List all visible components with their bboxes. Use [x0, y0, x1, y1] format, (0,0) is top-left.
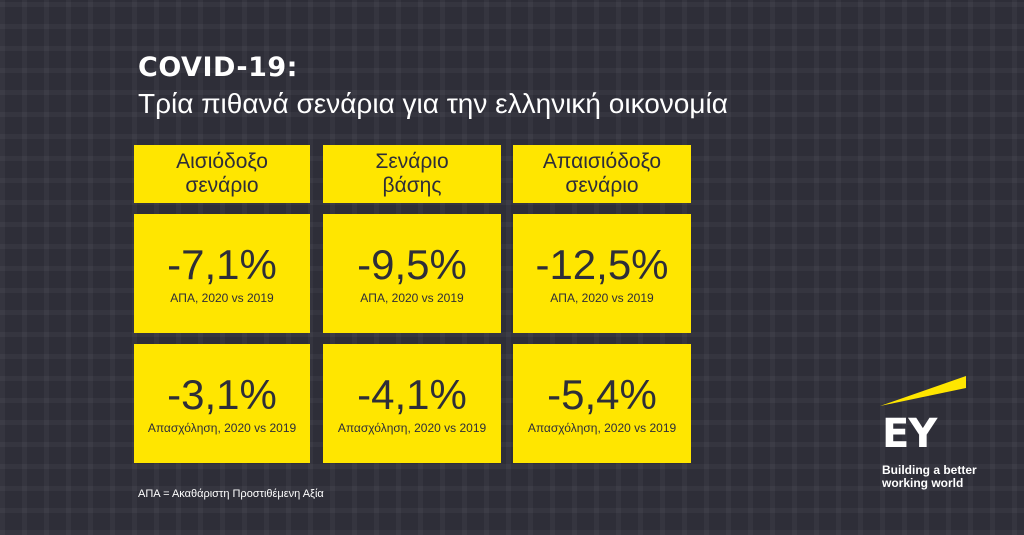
employment-label: Απασχόληση, 2020 vs 2019	[527, 420, 677, 435]
scenario-header-line1: Απαισιόδοξο	[542, 150, 662, 173]
employment-value: -4,1%	[357, 370, 467, 418]
scenario-header-line2: βάσης	[382, 174, 442, 197]
gdp-value: -9,5%	[357, 240, 467, 288]
scenario-header-line1: Σενάριο	[375, 150, 449, 173]
gdp-card-optimistic: -7,1% ΑΠΑ, 2020 vs 2019	[134, 214, 310, 333]
employment-value: -3,1%	[167, 370, 277, 418]
employment-card-optimistic: -3,1% Απασχόληση, 2020 vs 2019	[134, 344, 310, 463]
gdp-label: ΑΠΑ, 2020 vs 2019	[360, 290, 464, 305]
employment-label: Απασχόληση, 2020 vs 2019	[337, 420, 487, 435]
scenario-header-line1: Αισιόδοξο	[176, 150, 268, 173]
employment-label: Απασχόληση, 2020 vs 2019	[147, 420, 297, 435]
scenario-header-optimistic: Αισιόδοξο σενάριο	[134, 145, 310, 203]
scenario-header-base: Σενάριο βάσης	[323, 145, 501, 203]
gdp-value: -7,1%	[167, 240, 277, 288]
ey-logo: EY Building a better working world	[880, 376, 980, 496]
footnote: ΑΠΑ = Ακαθάριστη Προστιθέμενη Αξία	[138, 488, 324, 500]
employment-card-base: -4,1% Απασχόληση, 2020 vs 2019	[323, 344, 501, 463]
gdp-label: ΑΠΑ, 2020 vs 2019	[170, 290, 274, 305]
gdp-card-pessimistic: -12,5% ΑΠΑ, 2020 vs 2019	[513, 214, 691, 333]
employment-card-pessimistic: -5,4% Απασχόληση, 2020 vs 2019	[513, 344, 691, 463]
ey-tagline-line2: working world	[882, 476, 964, 490]
ey-beam-icon	[880, 376, 966, 406]
page-title: COVID-19:	[138, 52, 298, 83]
gdp-value: -12,5%	[535, 240, 669, 288]
employment-value: -5,4%	[547, 370, 657, 418]
ey-tagline: Building a better working world	[882, 464, 977, 490]
gdp-card-base: -9,5% ΑΠΑ, 2020 vs 2019	[323, 214, 501, 333]
scenario-header-pessimistic: Απαισιόδοξο σενάριο	[513, 145, 691, 203]
page-subtitle: Τρία πιθανά σενάρια για την ελληνική οικ…	[138, 88, 728, 119]
scenario-header-line2: σενάριο	[185, 174, 259, 197]
ey-wordmark: EY	[882, 411, 937, 457]
gdp-label: ΑΠΑ, 2020 vs 2019	[550, 290, 654, 305]
scenario-header-line2: σενάριο	[565, 174, 639, 197]
ey-tagline-line1: Building a better	[882, 463, 977, 477]
